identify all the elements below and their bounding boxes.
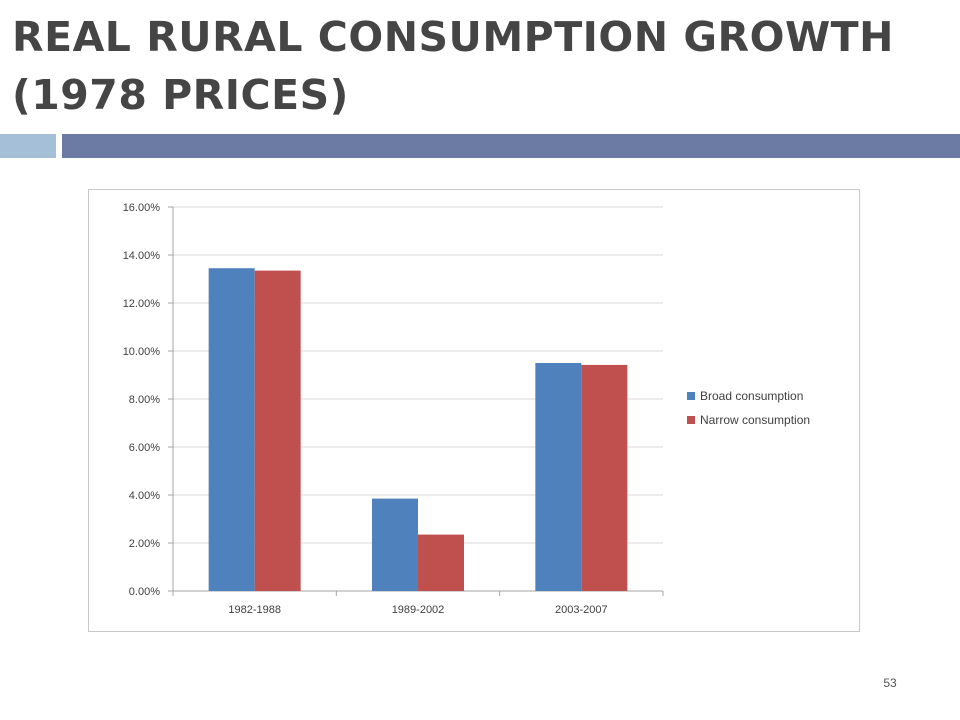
y-tick-label: 16.00%: [123, 202, 161, 214]
y-tick-label: 4.00%: [129, 490, 160, 502]
x-category-label: 1989-2002: [392, 604, 445, 616]
y-tick-label: 10.00%: [123, 346, 161, 358]
y-tick-label: 2.00%: [129, 538, 160, 550]
y-tick-label: 14.00%: [123, 250, 161, 262]
chart-frame: 0.00% 2.00% 4.00% 6.00% 8.00% 10.00% 12.00% 14.…: [88, 189, 860, 632]
bar-broad-1989-2002: [372, 498, 418, 591]
x-category-label: 1982-1988: [228, 604, 281, 616]
bar-broad-1982-1988: [208, 268, 255, 591]
y-tick-label: 0.00%: [129, 586, 160, 598]
y-tick-label: 12.00%: [123, 298, 161, 310]
legend-label: Broad consumption: [700, 389, 803, 403]
y-tick-label: 6.00%: [129, 442, 160, 454]
bar-narrow-1982-1988: [254, 270, 301, 591]
bar-chart: 0.00% 2.00% 4.00% 6.00% 8.00% 10.00% 12.00% 14.…: [123, 202, 810, 616]
title-accent-bar-light: [0, 134, 56, 158]
bar-narrow-2003-2007: [581, 364, 628, 591]
x-category-label: 2003-2007: [555, 604, 608, 616]
bar-narrow-1989-2002: [418, 534, 464, 591]
legend-swatch: [687, 416, 695, 424]
legend-swatch: [687, 392, 695, 400]
title-accent-bar-dark: [62, 134, 960, 158]
y-tick-label: 8.00%: [129, 394, 160, 406]
page-number: 53: [883, 676, 897, 690]
slide-title: REAL RURAL CONSUMPTION GROWTH (1978 PRIC…: [12, 13, 894, 119]
bar-broad-2003-2007: [535, 363, 582, 591]
legend-label: Narrow consumption: [700, 413, 810, 427]
